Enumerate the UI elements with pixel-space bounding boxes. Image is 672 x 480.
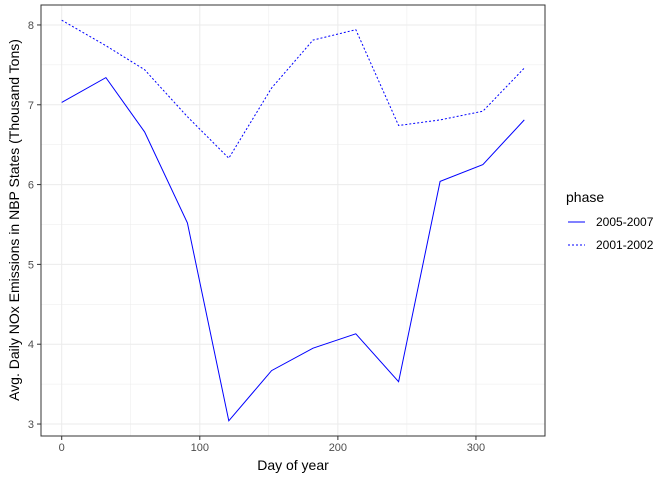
y-axis-ticks: 3 4 5 6 7 8 xyxy=(28,20,41,431)
y-tick-label: 4 xyxy=(28,339,34,351)
y-tick-label: 6 xyxy=(28,180,34,192)
x-tick-label: 200 xyxy=(329,442,347,454)
y-tick-label: 5 xyxy=(28,259,34,271)
legend-label: 2005-2007 xyxy=(596,215,654,229)
legend-items: 2005-2007 2001-2002 xyxy=(568,215,654,252)
x-tick-label: 0 xyxy=(59,442,65,454)
panel-border xyxy=(40,4,546,437)
legend: phase 2005-2007 2001-2002 xyxy=(566,189,654,252)
major-gridlines xyxy=(41,5,545,436)
y-tick-label: 7 xyxy=(28,100,34,112)
legend-title: phase xyxy=(566,189,604,205)
series-lines xyxy=(61,19,525,422)
legend-label: 2001-2002 xyxy=(596,238,654,252)
series-line-2001-2002 xyxy=(61,19,525,160)
x-axis-title: Day of year xyxy=(257,457,329,473)
x-axis-ticks: 0 100 200 300 xyxy=(59,436,485,454)
panel-background xyxy=(41,5,545,436)
x-tick-label: 100 xyxy=(191,442,209,454)
y-tick-label: 3 xyxy=(28,419,34,431)
x-tick-label: 300 xyxy=(467,442,485,454)
series-line-2005-2007 xyxy=(61,76,525,422)
y-axis-title: Avg. Daily NOx Emissions in NBP States (… xyxy=(6,39,22,401)
y-tick-label: 8 xyxy=(28,20,34,32)
